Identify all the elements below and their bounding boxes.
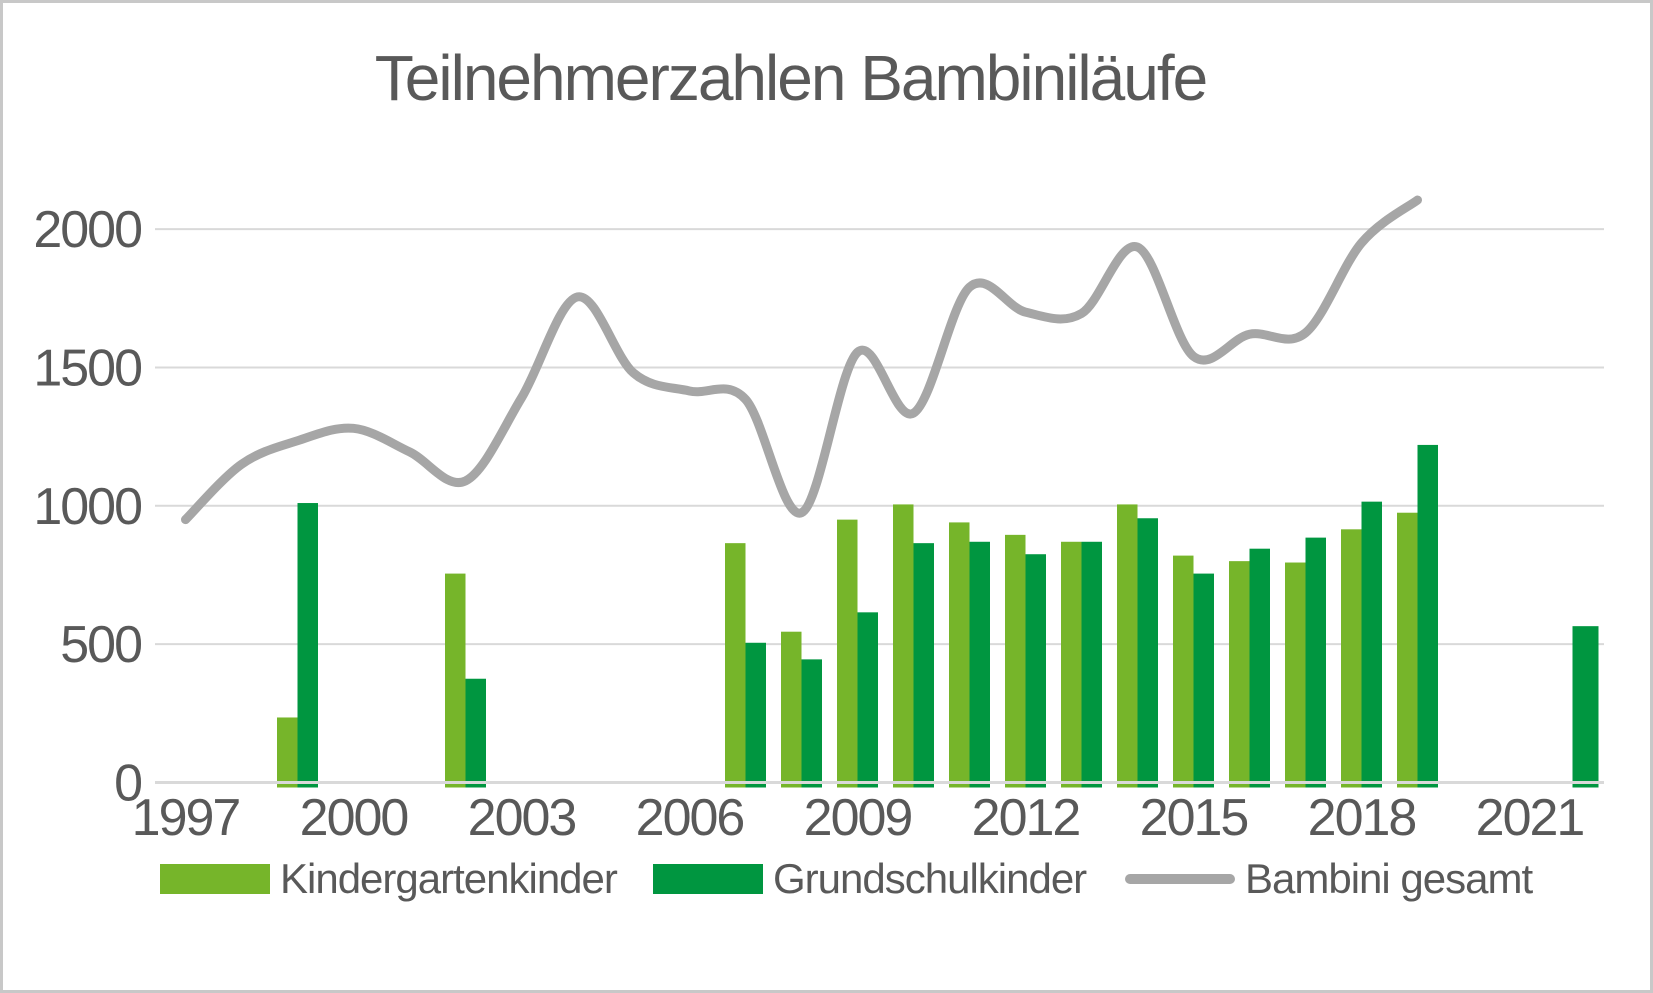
trend-line-bambini-gesamt xyxy=(181,195,1422,525)
x-tick-label-2021: 2021 xyxy=(1476,789,1584,847)
legend-item-bambini-gesamt: Bambini gesamt xyxy=(1125,849,1533,909)
x-tick-label-2003: 2003 xyxy=(468,789,576,847)
bar-grundschulkinder-1999 xyxy=(297,503,318,788)
y-tick-label-1500: 1500 xyxy=(33,339,141,397)
y-tick-label-500: 500 xyxy=(60,616,141,674)
bar-grundschulkinder-2013 xyxy=(1081,541,1102,788)
bar-kindergartenkinder-2017 xyxy=(1285,562,1306,788)
bar-kindergartenkinder-2012 xyxy=(1005,534,1026,788)
plot-area: 0 500 1000 1500 2000 1997 2000 2003 2006 2009 2012… xyxy=(33,195,1604,847)
bar-kindergartenkinder-2010 xyxy=(893,504,914,788)
bar-grundschulkinder-2002 xyxy=(465,678,486,788)
bar-grundschulkinder-2016 xyxy=(1249,548,1270,788)
legend-label: Bambini gesamt xyxy=(1245,855,1533,902)
bar-kindergartenkinder-2014 xyxy=(1117,504,1138,788)
bar-kindergartenkinder-2009 xyxy=(837,519,858,788)
y-tick-label-1000: 1000 xyxy=(33,478,141,536)
bar-kindergartenkinder-2008 xyxy=(781,631,802,788)
legend: Kindergartenkinder Grundschulkinder Bamb… xyxy=(3,849,1650,909)
bar-kindergartenkinder-2018 xyxy=(1341,529,1362,788)
x-tick-label-2000: 2000 xyxy=(300,789,408,847)
bar-kindergartenkinder-2016 xyxy=(1229,561,1250,788)
legend-item-grundschulkinder: Grundschulkinder xyxy=(653,849,1087,909)
bar-grundschulkinder-2017 xyxy=(1305,537,1326,788)
bar-grundschulkinder-2011 xyxy=(969,541,990,788)
bar-kindergartenkinder-2007 xyxy=(725,543,746,788)
grundschulkinder-swatch xyxy=(653,864,763,894)
x-tick-label-2015: 2015 xyxy=(1140,789,1248,847)
bar-grundschulkinder-2015 xyxy=(1193,573,1214,788)
bambini-gesamt-line-swatch xyxy=(1125,874,1235,884)
bar-grundschulkinder-2012 xyxy=(1025,554,1046,788)
bar-kindergartenkinder-2011 xyxy=(949,522,970,788)
x-tick-label-2006: 2006 xyxy=(636,789,744,847)
bar-grundschulkinder-2022 xyxy=(1572,626,1599,788)
x-tick-label-2009: 2009 xyxy=(804,789,912,847)
bar-grundschulkinder-2014 xyxy=(1137,518,1158,788)
bar-grundschulkinder-2007 xyxy=(745,642,766,788)
kindergartenkinder-swatch xyxy=(160,864,270,894)
chart-title: Teilnehmerzahlen Bambiniläufe xyxy=(374,42,1208,114)
x-tick-label-2012: 2012 xyxy=(972,789,1080,847)
legend-item-kindergartenkinder: Kindergartenkinder xyxy=(160,849,618,909)
bar-kindergartenkinder-2019 xyxy=(1397,512,1418,788)
bar-grundschulkinder-2008 xyxy=(801,659,822,788)
x-tick-label-1997: 1997 xyxy=(132,789,240,847)
legend-label: Grundschulkinder xyxy=(773,855,1087,902)
bar-grundschulkinder-2010 xyxy=(913,543,934,788)
x-tick-label-2018: 2018 xyxy=(1308,789,1416,847)
y-tick-label-2000: 2000 xyxy=(33,201,141,259)
bar-grundschulkinder-2009 xyxy=(857,612,878,788)
legend-label: Kindergartenkinder xyxy=(280,855,618,902)
bar-grundschulkinder-2019 xyxy=(1417,444,1438,788)
bar-grundschulkinder-2018 xyxy=(1361,501,1382,788)
y-tick-label-0: 0 xyxy=(114,755,141,813)
bar-kindergartenkinder-2002 xyxy=(445,573,466,788)
bar-kindergartenkinder-1999 xyxy=(277,717,298,788)
bar-kindergartenkinder-2013 xyxy=(1061,541,1082,788)
bar-kindergartenkinder-2015 xyxy=(1173,555,1194,788)
